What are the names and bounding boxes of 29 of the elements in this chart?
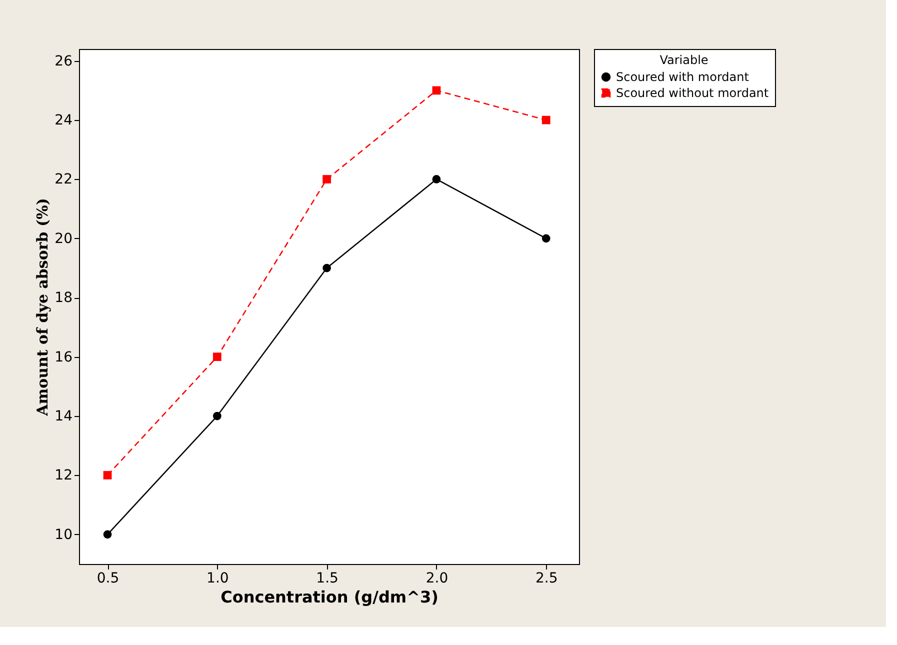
legend-label: Scoured without mordant [616, 86, 769, 100]
x-tick-label: 2.5 [535, 570, 558, 586]
x-tick-label: 0.5 [96, 570, 120, 586]
point [432, 175, 441, 184]
y-axis-title: Amount of dye absorb (%) [34, 198, 52, 417]
point [212, 352, 222, 361]
y-tick-label: 26 [54, 53, 73, 70]
y-tick-label: 22 [54, 172, 72, 188]
point [103, 530, 112, 539]
y-tick-label: 12 [54, 468, 72, 484]
x-tick-label: 1.5 [316, 570, 338, 586]
x-tick-label: 1.0 [206, 570, 229, 586]
y-tick-label: 16 [54, 349, 73, 366]
point [212, 412, 222, 420]
point [542, 116, 550, 124]
point [322, 264, 331, 272]
x-axis-title: Concentration (g/dm^3) [220, 588, 438, 606]
y-tick-label: 14 [54, 408, 73, 425]
y-tick-label: 10 [54, 526, 72, 543]
y-tick-label: 20 [54, 230, 72, 247]
y-tick-label: 18 [54, 290, 72, 306]
point [542, 234, 550, 243]
point [103, 471, 112, 480]
y-tick-label: 24 [54, 112, 73, 129]
legend-title: Variable [660, 53, 708, 67]
point [432, 86, 441, 95]
x-tick-label: 2.0 [426, 570, 448, 586]
legend-label: Scoured with mordant [616, 70, 750, 84]
point [322, 175, 331, 184]
